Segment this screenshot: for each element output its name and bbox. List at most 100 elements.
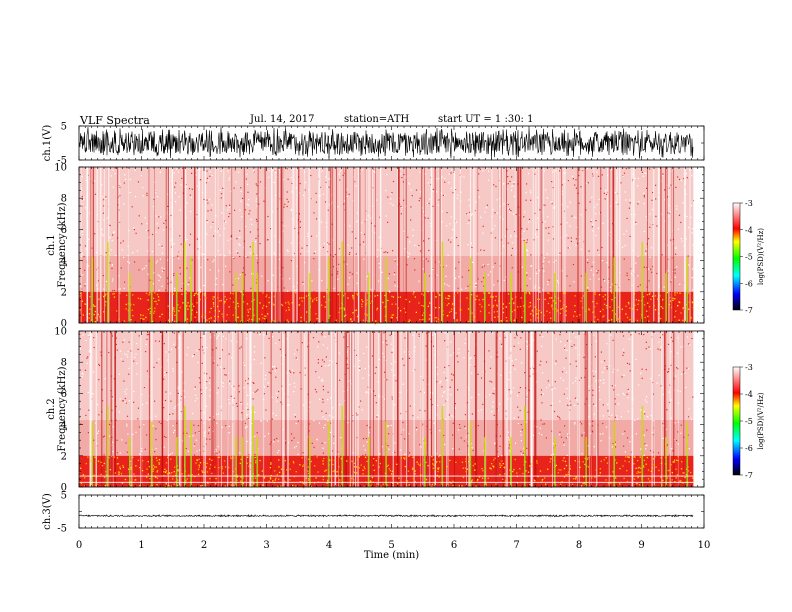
ch1-spectrogram-band-speckle bbox=[171, 292, 174, 294]
ch1-spectrogram-band-speckle bbox=[592, 301, 594, 303]
ch2-spectrogram-speckle bbox=[563, 367, 565, 369]
ch1-spectrogram-speckle bbox=[333, 287, 335, 289]
ch1-spectrogram-speckle bbox=[561, 191, 563, 193]
ch1-spectrogram-speckle bbox=[229, 204, 231, 206]
ch2-spectrogram-band-speckle bbox=[307, 470, 309, 472]
ch2-spectrogram-speckle bbox=[574, 397, 576, 399]
ch2-spectrogram-speckle bbox=[617, 394, 619, 396]
ch2-spectrogram-speckle bbox=[517, 406, 519, 408]
ch1-spectrogram-speckle bbox=[637, 203, 639, 205]
ch1-spectrogram-speckle bbox=[629, 199, 631, 201]
ch2-spectrogram-speckle bbox=[662, 334, 664, 336]
ch1-spectrogram-speckle bbox=[228, 206, 230, 208]
ch2-spectrogram-speckle bbox=[378, 358, 380, 361]
ch1-spectrogram-speckle bbox=[167, 259, 169, 261]
ch1-spectrogram-band-speckle bbox=[329, 315, 331, 317]
ch2-spectrogram-speckle bbox=[515, 358, 517, 361]
ch1-spectrogram-speckle bbox=[304, 181, 307, 184]
ch1-spectrogram-band-speckle bbox=[511, 311, 513, 313]
ch2-spectrogram-stripe bbox=[584, 331, 586, 487]
ch1-spectrogram-speckle bbox=[182, 167, 184, 170]
ch1-spectrogram-band-speckle bbox=[222, 321, 224, 323]
ch2-spectrogram-band-speckle bbox=[682, 482, 684, 484]
ch1-spectrogram-band-speckle bbox=[285, 309, 287, 312]
ch2-spectrogram-band-speckle bbox=[623, 477, 625, 480]
ch1-spectrogram-burst bbox=[641, 241, 644, 323]
ch2-spectrogram-band-speckle bbox=[513, 468, 515, 471]
ch2-spectrogram-band-speckle bbox=[431, 456, 433, 458]
ch1-spectrogram-band-speckle bbox=[161, 313, 163, 315]
ch2-spectrogram-band-speckle bbox=[139, 467, 141, 469]
ch2-spectrogram-speckle bbox=[564, 347, 566, 349]
ch2-spectrogram-band-speckle bbox=[420, 474, 422, 476]
ch2-spectrogram-speckle bbox=[378, 396, 380, 398]
ch1-spectrogram-speckle bbox=[207, 259, 209, 261]
ch2-spectrogram-band-speckle bbox=[637, 470, 639, 473]
ch2-spectrogram-stripe bbox=[368, 331, 369, 487]
ch1-spectrogram-band-speckle bbox=[630, 318, 633, 321]
ch1-spectrogram-burst-core bbox=[470, 291, 471, 323]
ch2-spectrogram-band-speckle bbox=[308, 472, 310, 475]
ch2-spectrogram-speckle bbox=[581, 423, 583, 425]
ch2-spectrogram-speckle bbox=[195, 394, 197, 396]
ch2-spectrogram-speckle bbox=[669, 384, 671, 386]
ch2-spectrogram-band-speckle bbox=[167, 456, 169, 459]
ch1-spectrogram-band-speckle bbox=[384, 294, 386, 297]
ch1-spectrogram-band-speckle bbox=[408, 320, 410, 323]
ch1-spectrogram-speckle bbox=[242, 197, 244, 199]
ch2-spectrogram-speckle bbox=[320, 380, 322, 382]
ch2-spectrogram-band-speckle bbox=[474, 469, 476, 471]
ch2-spectrogram-burst-core bbox=[252, 455, 254, 487]
ch2-spectrogram-speckle bbox=[386, 379, 388, 381]
ch1-spectrogram-speckle bbox=[161, 252, 164, 254]
ch1-spectrogram-speckle bbox=[272, 274, 274, 276]
ch2-spectrogram-speckle bbox=[606, 366, 608, 368]
ch1-spectrogram-speckle bbox=[103, 205, 105, 207]
ch2-spectrogram-speckle bbox=[440, 380, 442, 382]
ch2-spectrogram-band-speckle bbox=[398, 477, 400, 479]
ch1-spectrogram-speckle bbox=[603, 192, 605, 194]
ch2-spectrogram-speckle bbox=[526, 341, 528, 343]
ch2-spectrogram-band-speckle bbox=[232, 457, 234, 459]
ch2-spectrogram-speckle bbox=[603, 382, 605, 384]
ch2-spectrogram-speckle bbox=[593, 375, 595, 377]
ch1-spectrogram-band-speckle bbox=[152, 320, 154, 322]
ch2-spectrogram-speckle bbox=[324, 418, 327, 420]
ch2-spectrogram-speckle bbox=[624, 451, 626, 453]
ch1-spectrogram-band-speckle bbox=[457, 292, 459, 294]
ch1-spectrogram-speckle bbox=[428, 238, 430, 240]
ch1-spectrogram-speckle bbox=[82, 231, 84, 233]
ch2-spectrogram-speckle bbox=[545, 331, 547, 333]
ch1-spectrogram-speckle bbox=[486, 204, 488, 206]
ch2-spectrogram-band-speckle bbox=[149, 485, 151, 487]
ch2-spectrogram-speckle bbox=[194, 443, 196, 445]
ch2-spectrogram-speckle bbox=[670, 364, 672, 366]
ch1-spectrogram-band-speckle bbox=[448, 298, 450, 300]
ch1-spectrogram-speckle bbox=[234, 209, 236, 211]
ch1-spectrogram-band-speckle bbox=[492, 304, 495, 307]
ch1-spectrogram-speckle bbox=[142, 268, 144, 270]
ch2-spectrogram-band-speckle bbox=[201, 470, 203, 472]
ch1-spectrogram-band-speckle bbox=[692, 296, 695, 299]
ch1-spectrogram-speckle bbox=[423, 240, 425, 242]
ch2-spectrogram-speckle bbox=[688, 408, 690, 410]
ch2-spectrogram-speckle bbox=[419, 391, 422, 393]
ch2-spectrogram-stripe bbox=[237, 331, 239, 487]
ch2-spectrogram-speckle bbox=[121, 331, 123, 333]
ch2-spectrogram-burst-core bbox=[510, 455, 512, 487]
ch1-spectrogram-band-speckle bbox=[621, 308, 623, 310]
ch2-spectrogram-band-speckle bbox=[146, 468, 148, 470]
ch1-spectrogram-stripe bbox=[243, 167, 246, 323]
ch1-spectrogram-speckle bbox=[606, 262, 608, 264]
ch1-spectrogram-speckle bbox=[580, 275, 582, 277]
ch2-spectrogram-speckle bbox=[177, 387, 179, 390]
ch2-spectrogram-band-speckle bbox=[638, 472, 640, 474]
ch2-spectrogram-speckle bbox=[477, 410, 479, 412]
ch2-spectrogram-speckle bbox=[446, 399, 448, 401]
ch1-spectrogram-band-speckle bbox=[631, 308, 633, 310]
ch2-spectrogram-speckle bbox=[576, 399, 578, 401]
ch2-spectrogram-speckle bbox=[322, 447, 324, 449]
ch1-spectrogram-band-speckle bbox=[361, 305, 363, 308]
ch1-spectrogram-band-speckle bbox=[155, 300, 157, 303]
ch1-spectrogram-stripe bbox=[438, 167, 440, 323]
